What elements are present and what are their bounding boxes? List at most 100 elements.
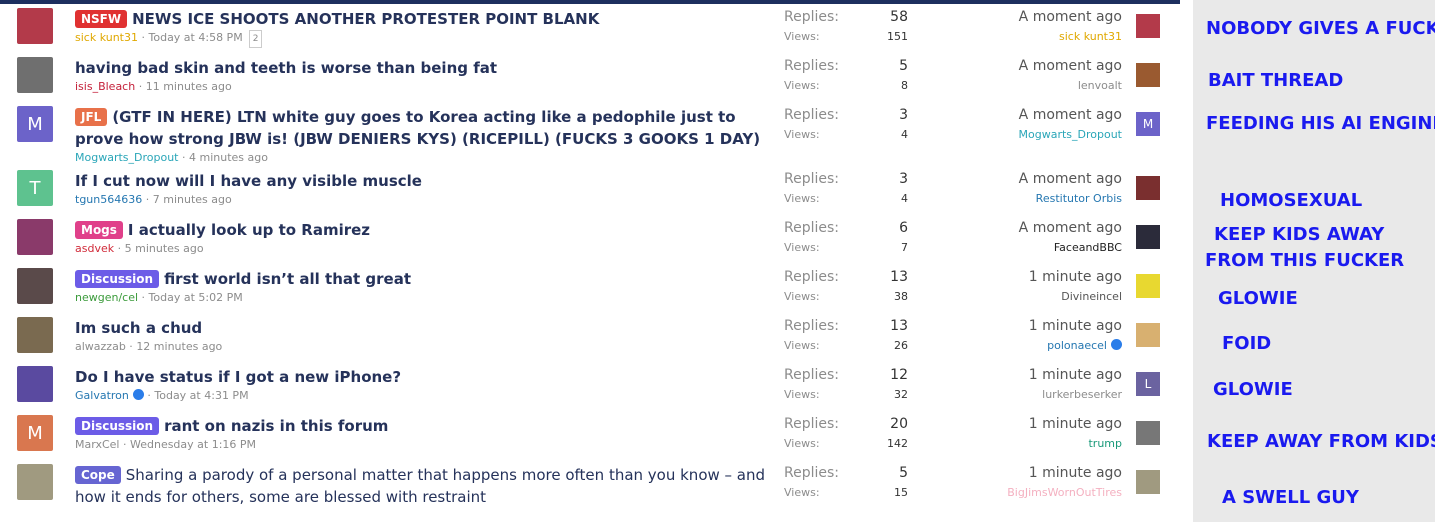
replies: Replies: 12: [784, 366, 908, 385]
thread-title[interactable]: Do I have status if I got a new iPhone?: [75, 368, 402, 386]
last-avatar[interactable]: L: [1136, 372, 1160, 396]
views-count: 7: [901, 241, 908, 254]
time: Wednesday at 1:16 PM: [129, 438, 257, 451]
prefix-badge[interactable]: Mogs: [75, 221, 123, 239]
avatar[interactable]: M: [17, 106, 53, 142]
views: Views: 4: [784, 189, 908, 208]
author[interactable]: Mogwarts_Dropout: [75, 151, 179, 164]
separator: ·: [114, 242, 125, 255]
thread-title[interactable]: (GTF IN HERE) LTN white guy goes to Kore…: [75, 108, 761, 148]
avatar[interactable]: [17, 8, 53, 44]
prefix-badge[interactable]: Discussion: [75, 417, 160, 435]
author[interactable]: isis_Bleach: [75, 80, 136, 93]
avatar[interactable]: [17, 219, 53, 255]
last-user-line: BigJimsWornOutTires: [908, 483, 1122, 502]
author[interactable]: Galvatron: [75, 389, 129, 402]
thread-title[interactable]: If I cut now will I have any visible mus…: [75, 172, 422, 190]
prefix-badge[interactable]: Cope: [75, 466, 121, 484]
page-link[interactable]: 2: [248, 30, 263, 48]
replies: Replies: 13: [784, 317, 908, 336]
last-user[interactable]: BigJimsWornOutTires: [1007, 486, 1122, 499]
thread-title[interactable]: I actually look up to Ramirez: [127, 221, 371, 239]
prefix-badge[interactable]: Discussion: [75, 270, 160, 288]
last-time[interactable]: 1 minute ago: [1028, 318, 1122, 334]
author[interactable]: tgun564636: [75, 193, 143, 206]
author[interactable]: asdvek: [75, 242, 115, 255]
last-user[interactable]: sick kunt31: [1059, 30, 1122, 43]
last-user[interactable]: trump: [1088, 437, 1122, 450]
replies-label: Replies:: [784, 220, 840, 236]
thread-meta: tgun564636 · 7 minutes ago: [75, 192, 775, 208]
last-avatar[interactable]: [1136, 421, 1160, 445]
thread-title[interactable]: Sharing a parody of a personal matter th…: [75, 466, 766, 506]
thread-meta: Galvatron · Today at 4:31 PM: [75, 388, 775, 404]
last-time[interactable]: A moment ago: [1018, 9, 1122, 25]
avatar[interactable]: [17, 268, 53, 304]
last-avatar[interactable]: [1136, 176, 1160, 200]
separator: ·: [142, 193, 153, 206]
last-user-line: sick kunt31: [908, 27, 1122, 46]
views-count: 26: [894, 339, 908, 352]
author[interactable]: newgen/cel: [75, 291, 139, 304]
last-time[interactable]: 1 minute ago: [1028, 465, 1122, 481]
last-avatar[interactable]: [1136, 274, 1160, 298]
thread-body: Discussion rant on nazis in this forum Mar…: [75, 415, 775, 460]
last-time[interactable]: A moment ago: [1018, 58, 1122, 74]
avatar[interactable]: T: [17, 170, 53, 206]
sidebar-note: GLOWIE: [1213, 379, 1293, 400]
stats: Replies: 5 Views: 15: [784, 464, 908, 509]
last-time[interactable]: 1 minute ago: [1028, 416, 1122, 432]
last-time[interactable]: 1 minute ago: [1028, 269, 1122, 285]
thread-title[interactable]: Im such a chud: [75, 319, 203, 337]
last-user-line: lurkerbeserker: [908, 385, 1122, 404]
last-avatar[interactable]: [1136, 323, 1160, 347]
author[interactable]: MarxCel: [75, 438, 120, 451]
thread-title-line: having bad skin and teeth is worse than …: [75, 57, 775, 79]
sidebar: NOBODY GIVES A FUCK! BAIT THREAD FEEDING H…: [1193, 0, 1435, 522]
last-avatar[interactable]: [1136, 225, 1160, 249]
last-avatar[interactable]: [1136, 470, 1160, 494]
avatar[interactable]: [17, 366, 53, 402]
last-post: 1 minute ago Divineincel: [908, 268, 1122, 313]
sidebar-note: FEEDING HIS AI ENGINE: [1206, 113, 1435, 134]
replies-count: 6: [899, 220, 908, 236]
thread-title[interactable]: rant on nazis in this forum: [164, 417, 389, 435]
views-label: Views:: [784, 437, 820, 450]
last-user[interactable]: lurkerbeserker: [1042, 388, 1122, 401]
avatar[interactable]: [17, 464, 53, 500]
time: Today at 4:58 PM: [148, 31, 243, 44]
thread-row: NSFW NEWS ICE SHOOTS ANOTHER PROTESTER PO…: [0, 4, 1180, 53]
prefix-badge[interactable]: NSFW: [75, 10, 128, 28]
sidebar-note: FOID: [1222, 333, 1272, 354]
stats: Replies: 3 Views: 4: [784, 106, 908, 166]
author[interactable]: alwazzab: [75, 340, 126, 353]
last-time[interactable]: A moment ago: [1018, 171, 1122, 187]
last-user[interactable]: Restitutor Orbis: [1035, 192, 1122, 205]
thread-title[interactable]: having bad skin and teeth is worse than …: [75, 59, 498, 77]
thread-body: JFL (GTF IN HERE) LTN white guy goes to K…: [75, 106, 775, 166]
author[interactable]: sick kunt31: [75, 31, 138, 44]
last-avatar[interactable]: [1136, 14, 1160, 38]
views-count: 151: [887, 30, 908, 43]
avatar[interactable]: [17, 57, 53, 93]
last-user[interactable]: lenvoalt: [1077, 79, 1122, 92]
views-count: 15: [894, 486, 908, 499]
thread-body: Mogs I actually look up to Ramirez asdvek …: [75, 219, 775, 264]
prefix-badge[interactable]: JFL: [75, 108, 108, 126]
last-avatar[interactable]: [1136, 63, 1160, 87]
last-time[interactable]: A moment ago: [1018, 107, 1122, 123]
last-user[interactable]: Mogwarts_Dropout: [1018, 128, 1123, 141]
thread-meta: MarxCel · Wednesday at 1:16 PM: [75, 437, 775, 453]
last-post: 1 minute ago trump: [908, 415, 1122, 460]
last-time[interactable]: 1 minute ago: [1028, 367, 1122, 383]
replies-count: 20: [890, 416, 908, 432]
last-user[interactable]: Divineincel: [1061, 290, 1122, 303]
thread-title[interactable]: NEWS ICE SHOOTS ANOTHER PROTESTER POINT …: [132, 10, 600, 28]
thread-title[interactable]: first world isn’t all that great: [164, 270, 411, 288]
avatar[interactable]: M: [17, 415, 53, 451]
last-user[interactable]: polonaecel: [1047, 339, 1107, 352]
last-time[interactable]: A moment ago: [1018, 220, 1122, 236]
avatar[interactable]: [17, 317, 53, 353]
last-user[interactable]: FaceandBBC: [1053, 241, 1122, 254]
last-avatar[interactable]: M: [1136, 112, 1160, 136]
